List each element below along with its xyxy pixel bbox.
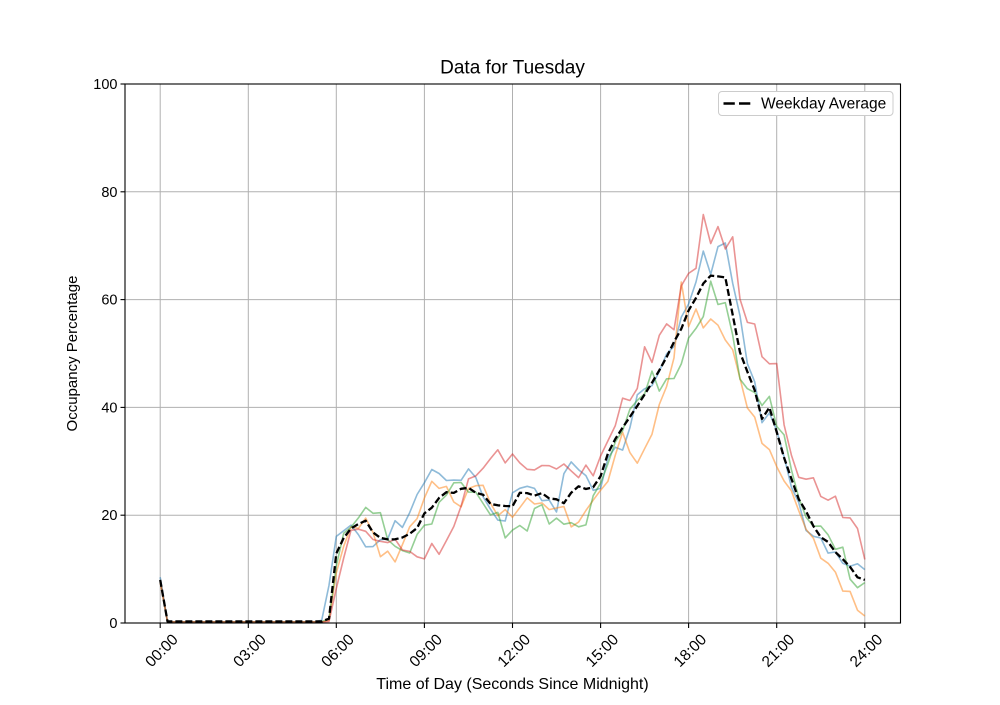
svg-text:40: 40 [101,400,117,416]
svg-text:20: 20 [101,508,117,524]
svg-text:Data for Tuesday: Data for Tuesday [440,58,585,79]
svg-text:0: 0 [109,616,117,632]
svg-text:Time of Day (Seconds Since Mid: Time of Day (Seconds Since Midnight) [376,676,648,693]
svg-text:60: 60 [101,293,117,309]
svg-text:80: 80 [101,185,117,201]
svg-text:100: 100 [93,77,117,93]
svg-text:Occupancy Percentage: Occupancy Percentage [64,276,81,432]
svg-text:Weekday Average: Weekday Average [761,96,886,113]
